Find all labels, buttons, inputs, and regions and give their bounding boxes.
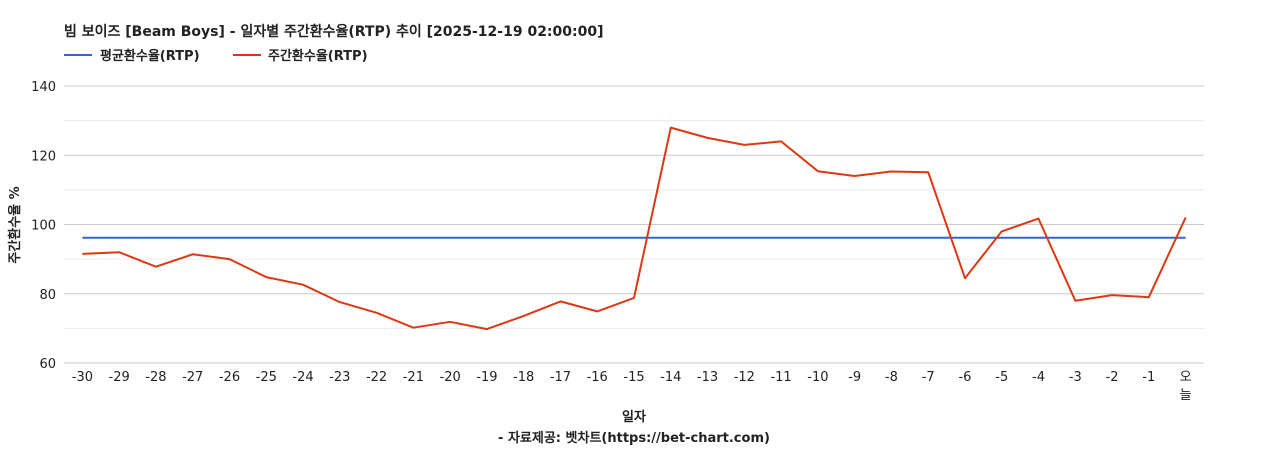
legend: 평균환수율(RTP) 주간환수율(RTP) — [64, 48, 368, 64]
x-tick-label: -7 — [922, 370, 935, 385]
x-tick-label: -28 — [145, 370, 166, 385]
y-tick-label: 140 — [31, 80, 56, 95]
x-tick-label: -5 — [995, 370, 1008, 385]
x-tick-label: -6 — [958, 370, 971, 385]
x-tick-label: -24 — [292, 370, 313, 385]
x-tick-label: -11 — [770, 370, 791, 385]
x-tick-label: -13 — [697, 370, 718, 385]
x-tick-label: -18 — [513, 370, 534, 385]
data-source-footer: - 자료제공: 벳차트(https://bet-chart.com) — [498, 430, 770, 446]
x-tick-label: -27 — [182, 370, 203, 385]
x-tick-label: -2 — [1106, 370, 1119, 385]
x-axis-ticks: -30 -29 -28 -27 -26 -25 -24 -23 -22 -21 -20 -19 -18 -… — [72, 370, 1192, 403]
legend-label-weekly: 주간환수율(RTP) — [268, 48, 368, 64]
chart-title: 빔 보이즈 [Beam Boys] - 일자별 주간환수율(RTP) 추이 [2… — [64, 23, 604, 40]
x-tick-label: -4 — [1032, 370, 1045, 385]
x-tick-label: -3 — [1069, 370, 1082, 385]
x-tick-label: -12 — [734, 370, 755, 385]
x-tick-label: -26 — [219, 370, 240, 385]
x-tick-label: -30 — [72, 370, 93, 385]
gridlines — [64, 85, 1204, 364]
y-tick-label: 100 — [31, 219, 56, 234]
x-tick-label: -15 — [623, 370, 644, 385]
x-tick-label: -17 — [550, 370, 571, 385]
series-lines — [82, 126, 1187, 331]
x-tick-label: -1 — [1142, 370, 1155, 385]
y-tick-label: 120 — [31, 149, 56, 164]
x-tick-label: -21 — [403, 370, 424, 385]
legend-item-weekly[interactable]: 주간환수율(RTP) — [233, 48, 368, 64]
x-tick-label: -25 — [256, 370, 277, 385]
x-tick-label: -8 — [885, 370, 898, 385]
y-tick-label: 60 — [39, 357, 56, 372]
x-tick-label: -29 — [109, 370, 130, 385]
y-axis-title: 주간환수율 % — [7, 186, 23, 263]
legend-label-average: 평균환수율(RTP) — [100, 48, 200, 64]
y-tick-label: 80 — [39, 288, 56, 303]
series-line-weekly — [82, 126, 1187, 331]
x-tick-label: -19 — [476, 370, 497, 385]
y-axis-ticks: 60 80 100 120 140 — [31, 80, 56, 372]
x-tick-label: -10 — [807, 370, 828, 385]
legend-item-average[interactable]: 평균환수율(RTP) — [64, 48, 200, 64]
x-tick-label: -9 — [848, 370, 861, 385]
x-tick-label: -22 — [366, 370, 387, 385]
x-axis-title: 일자 — [622, 410, 646, 425]
x-tick-label: -16 — [587, 370, 608, 385]
x-tick-label: -20 — [440, 370, 461, 385]
x-tick-label: -14 — [660, 370, 681, 385]
x-tick-label: -23 — [329, 370, 350, 385]
